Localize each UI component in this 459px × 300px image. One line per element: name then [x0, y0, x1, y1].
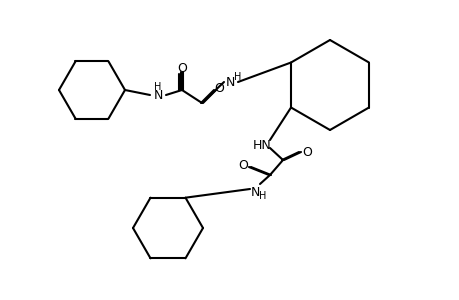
Text: O: O — [177, 61, 186, 74]
Text: H: H — [259, 191, 266, 201]
Text: HN: HN — [252, 139, 271, 152]
Text: N: N — [225, 76, 234, 88]
Text: O: O — [302, 146, 311, 158]
Text: N: N — [250, 185, 259, 199]
Text: H: H — [234, 72, 241, 82]
Text: H: H — [154, 82, 161, 92]
Text: O: O — [213, 82, 224, 94]
Text: O: O — [238, 158, 247, 172]
Text: N: N — [153, 88, 162, 101]
